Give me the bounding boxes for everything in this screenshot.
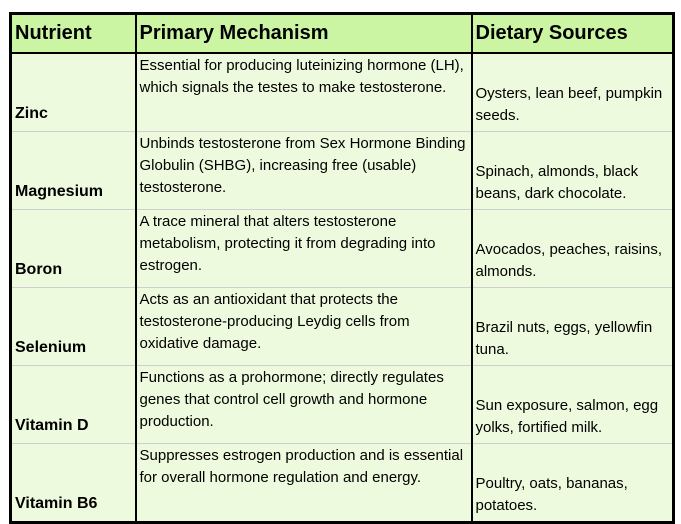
nutrient-table: Nutrient Primary Mechanism Dietary Sources… [9, 12, 675, 524]
table-row: Vitamin D Functions as a prohormone; dire… [9, 365, 675, 444]
header-row: Nutrient Primary Mechanism Dietary Sources [9, 12, 675, 54]
table-cell: Functions as a prohormone; directly regu… [134, 365, 473, 444]
header-cell: Nutrient [9, 12, 137, 54]
table-cell: Boron [9, 209, 137, 288]
header-cell: Dietary Sources [470, 12, 675, 54]
table-cell: Brazil nuts, eggs, yellowfin tuna. [470, 287, 675, 366]
table-cell: Unbinds testosterone from Sex Hormone Bi… [134, 131, 473, 210]
table-cell: Spinach, almonds, black beans, dark choc… [470, 131, 675, 210]
table-row: Selenium Acts as an antioxidant that prot… [9, 287, 675, 366]
table-cell: A trace mineral that alters testosterone… [134, 209, 473, 288]
table-cell: Essential for producing luteinizing horm… [134, 52, 473, 132]
table-cell: Oysters, lean beef, pumpkin seeds. [470, 52, 675, 132]
table-cell: Magnesium [9, 131, 137, 210]
table-body: Zinc Essential for producing luteinizing … [9, 52, 675, 523]
table-cell: Vitamin B6 [9, 443, 137, 523]
table-cell: Poultry, oats, bananas, potatoes. [470, 443, 675, 523]
table-cell: Sun exposure, salmon, egg yolks, fortifi… [470, 365, 675, 444]
header-cell: Primary Mechanism [134, 12, 473, 54]
table-cell: Acts as an antioxidant that protects the… [134, 287, 473, 366]
table-row: Boron A trace mineral that alters testost… [9, 209, 675, 288]
table-row: Vitamin B6 Suppresses estrogen production… [9, 443, 675, 523]
table-cell: Avocados, peaches, raisins, almonds. [470, 209, 675, 288]
table-cell: Selenium [9, 287, 137, 366]
table-cell: Suppresses estrogen production and is es… [134, 443, 473, 523]
table-row: Magnesium Unbinds testosterone from Sex H… [9, 131, 675, 210]
table-row: Zinc Essential for producing luteinizing … [9, 52, 675, 132]
table-cell: Vitamin D [9, 365, 137, 444]
table-cell: Zinc [9, 52, 137, 132]
